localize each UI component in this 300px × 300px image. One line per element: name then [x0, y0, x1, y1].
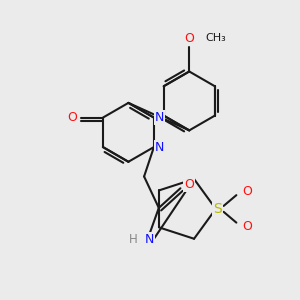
Text: H: H [129, 233, 138, 246]
Text: CH₃: CH₃ [205, 33, 226, 43]
Text: O: O [184, 178, 194, 191]
Text: O: O [242, 185, 252, 198]
Text: N: N [155, 141, 164, 154]
Text: O: O [68, 111, 77, 124]
Text: S: S [213, 202, 222, 216]
Text: O: O [242, 220, 252, 233]
Text: O: O [184, 32, 194, 45]
Text: N: N [155, 111, 164, 124]
Text: N: N [144, 233, 154, 246]
